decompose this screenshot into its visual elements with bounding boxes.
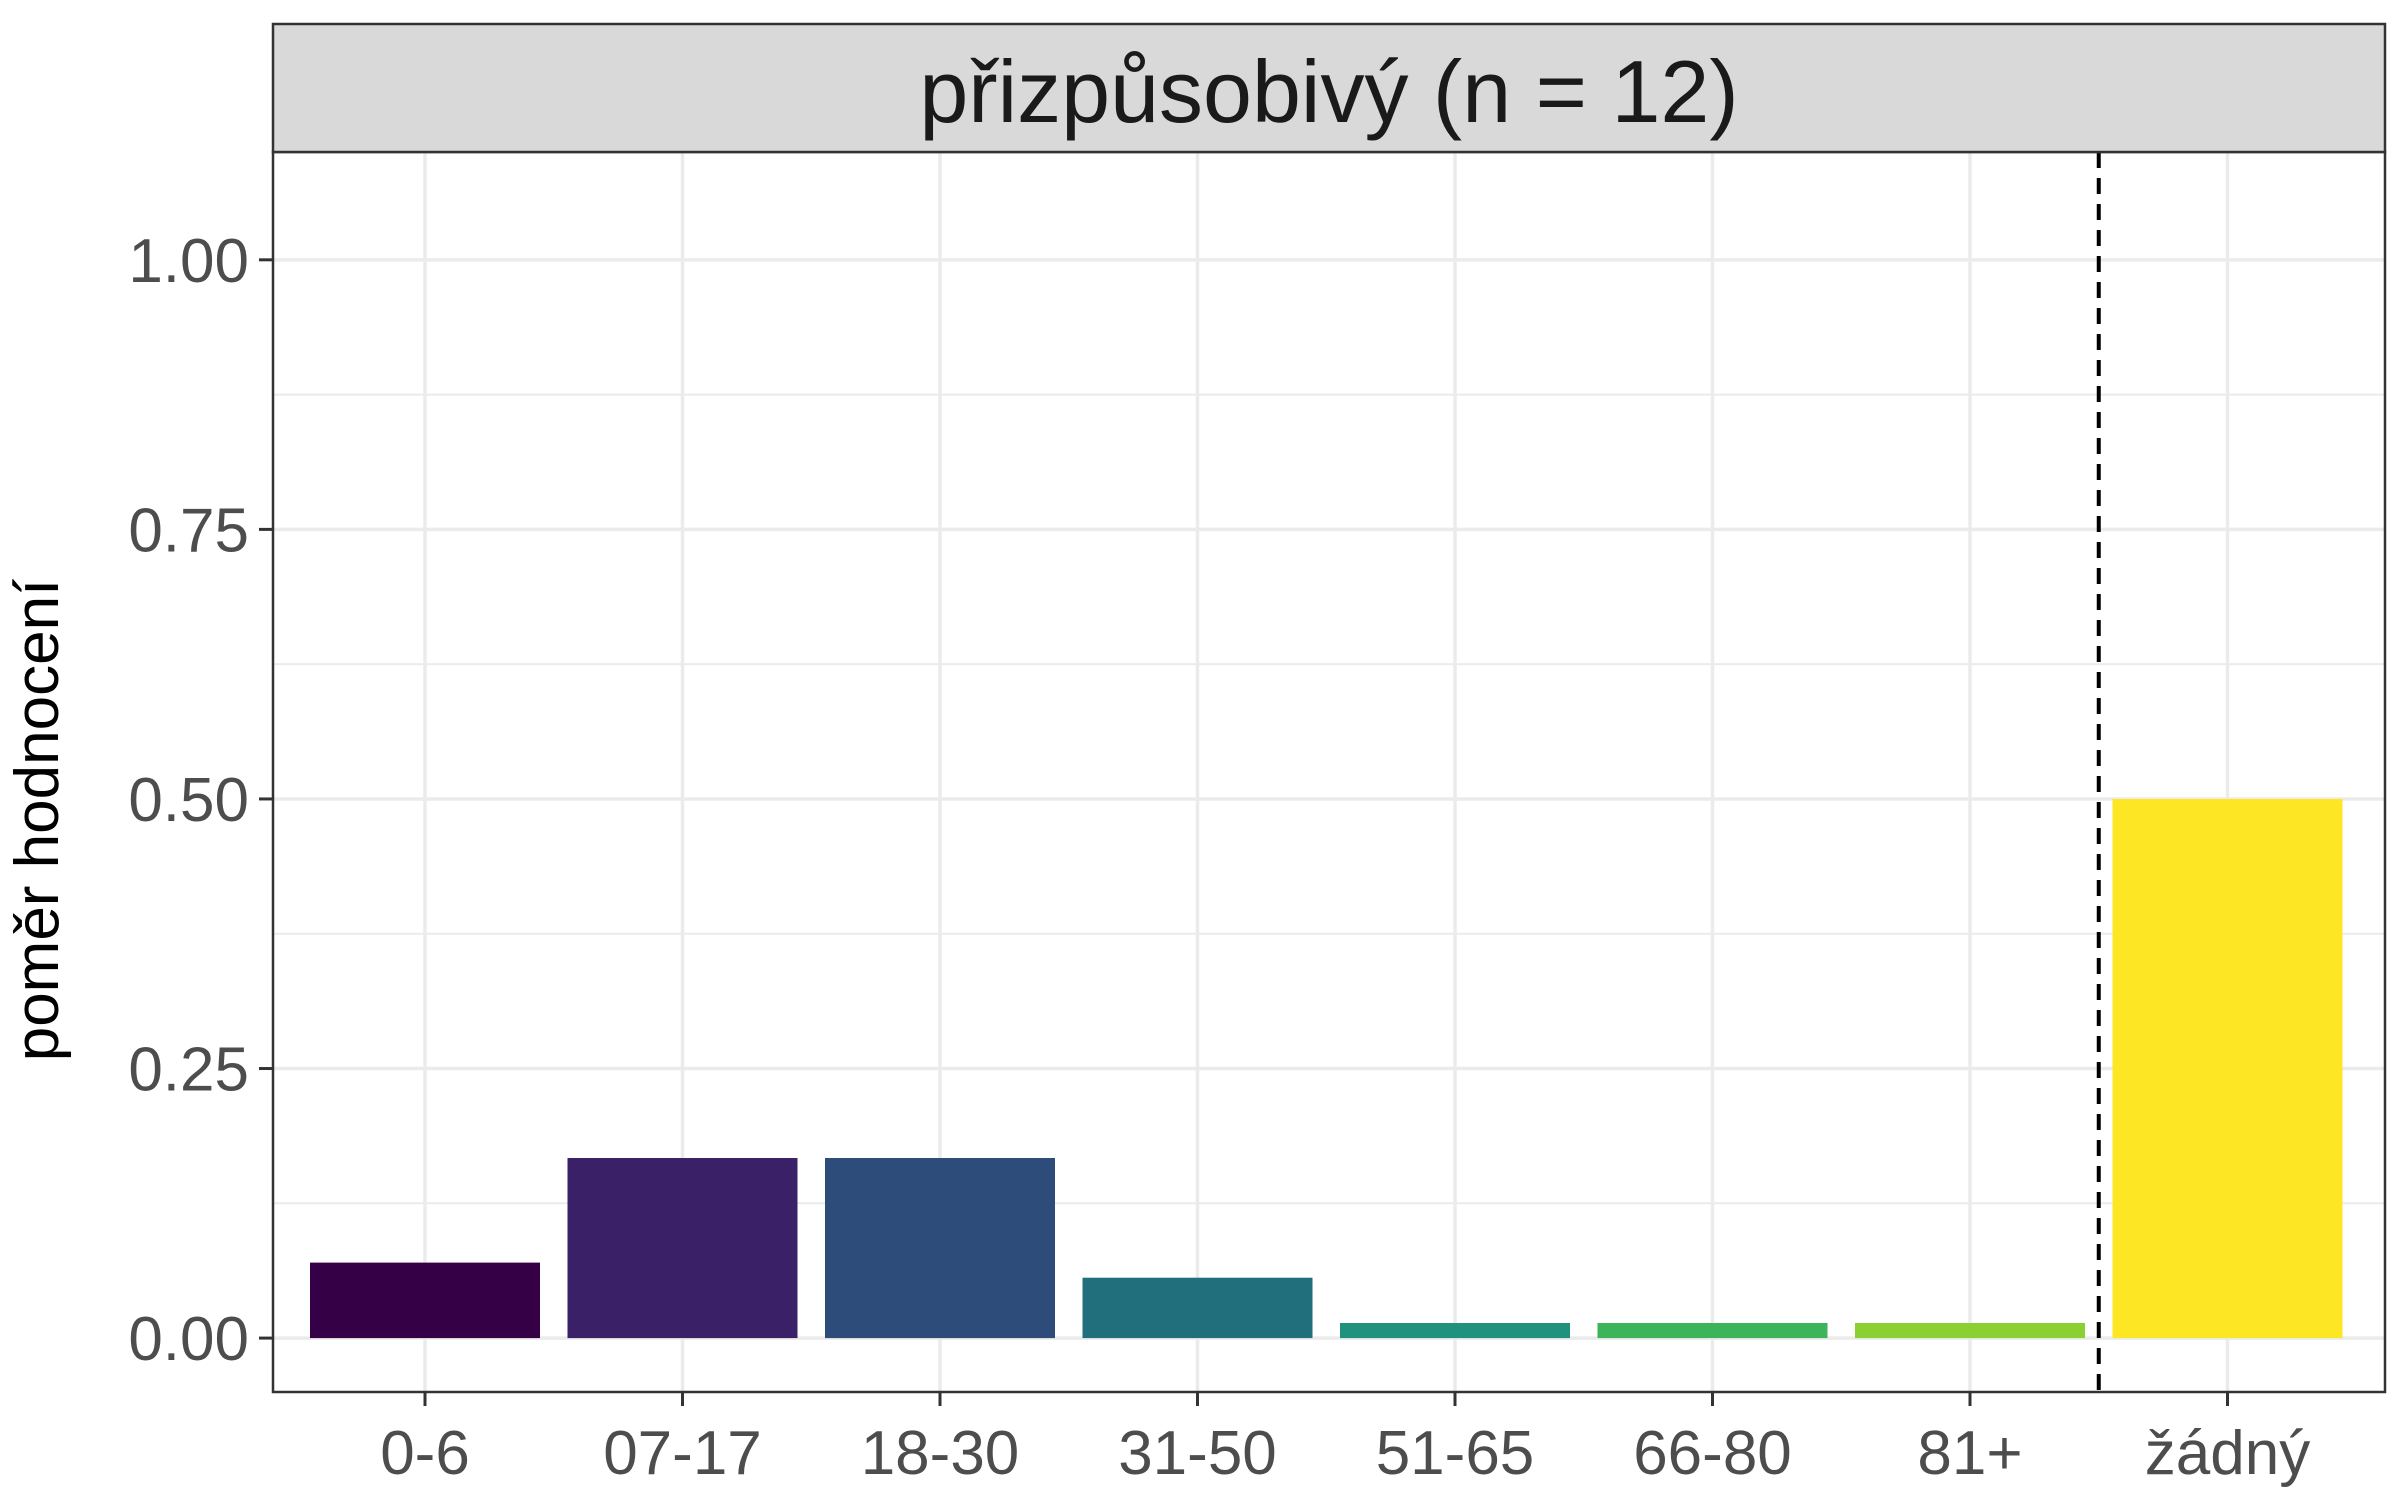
bar-66-80 bbox=[1597, 1322, 1828, 1339]
bar-žádný bbox=[2112, 798, 2343, 1339]
y-tick-label: 0.50 bbox=[128, 766, 249, 835]
x-tick-label: 81+ bbox=[1917, 1419, 2022, 1488]
y-axis: 0.00 0.25 0.50 0.75 1.00 bbox=[128, 227, 273, 1374]
x-axis: 0-6 07-17 18-30 31-50 51-65 66-80 81+ žádný bbox=[380, 1392, 2310, 1488]
y-tick-label: 0.00 bbox=[128, 1305, 249, 1374]
x-tick-label: 07-17 bbox=[603, 1419, 762, 1488]
y-axis-title: poměr hodnocení bbox=[3, 579, 72, 1062]
bar-51-65 bbox=[1340, 1322, 1570, 1339]
bar-31-50 bbox=[1082, 1277, 1313, 1339]
bar-18-30 bbox=[825, 1158, 1055, 1339]
y-tick-label: 1.00 bbox=[128, 227, 249, 296]
x-tick-label: 51-65 bbox=[1376, 1419, 1535, 1488]
x-tick-label: 66-80 bbox=[1633, 1419, 1792, 1488]
facet-strip-title: přizpůsobivý (n = 12) bbox=[919, 42, 1738, 141]
x-tick-label: 0-6 bbox=[380, 1419, 470, 1488]
bar-81+ bbox=[1855, 1322, 2085, 1339]
y-tick-label: 0.75 bbox=[128, 496, 249, 565]
y-tick-label: 0.25 bbox=[128, 1036, 249, 1105]
bar-07-17 bbox=[567, 1158, 798, 1339]
bars bbox=[310, 798, 2343, 1339]
x-tick-label: žádný bbox=[2145, 1419, 2310, 1488]
facet-strip bbox=[271, 22, 2387, 154]
x-tick-label: 18-30 bbox=[861, 1419, 1020, 1488]
bar-0-6 bbox=[310, 1262, 540, 1339]
x-tick-label: 31-50 bbox=[1118, 1419, 1277, 1488]
